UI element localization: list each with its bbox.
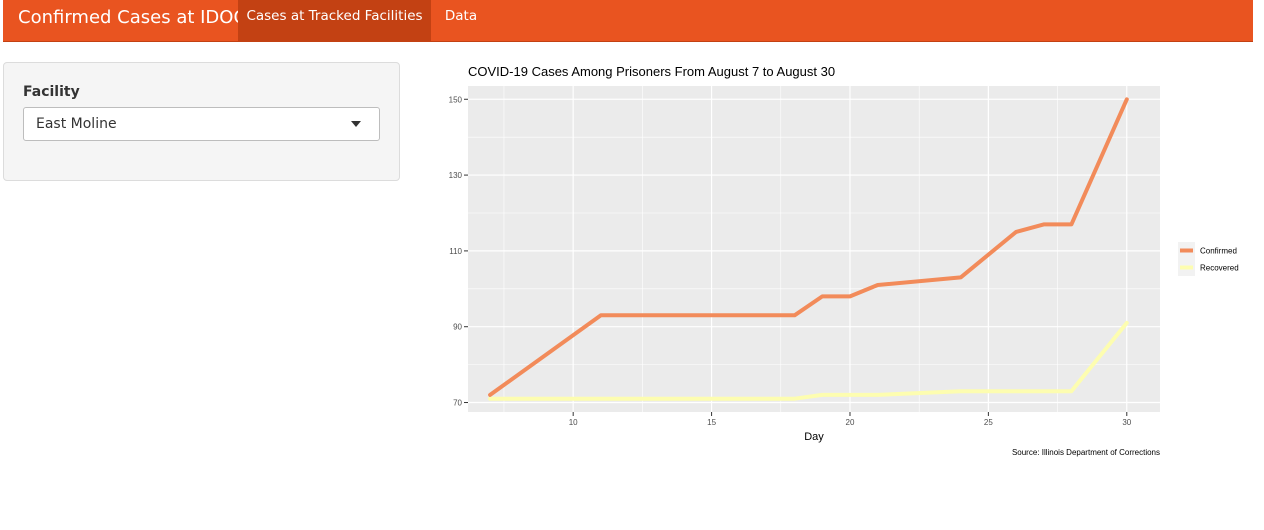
tab-data[interactable]: Data [431, 0, 491, 41]
y-tick-label: 90 [453, 323, 462, 332]
plot-panel [468, 86, 1160, 412]
y-tick-label: 150 [449, 95, 463, 104]
x-tick-label: 15 [707, 418, 716, 427]
series-line-recovered [488, 320, 1129, 401]
facility-label: Facility [23, 84, 80, 100]
tab-label: Data [444, 8, 478, 24]
cases-chart: COVID-19 Cases Among Prisoners From Augu… [440, 58, 1260, 482]
caret-down-icon [351, 121, 361, 127]
tab-label: Cases at Tracked Facilities [246, 8, 423, 24]
x-tick-label: 25 [984, 418, 993, 427]
x-tick-label: 20 [846, 418, 855, 427]
y-tick-label: 70 [453, 399, 462, 408]
legend: Confirmed Recovered [1178, 242, 1239, 276]
chart-title: COVID-19 Cases Among Prisoners From Augu… [468, 64, 835, 79]
x-axis-label: Day [804, 431, 824, 443]
tab-cases-at-tracked-facilities[interactable]: Cases at Tracked Facilities [238, 0, 431, 41]
y-tick-label: 130 [449, 171, 463, 180]
x-tick-label: 10 [569, 418, 578, 427]
navbar-brand[interactable]: Confirmed Cases at IDOC [18, 7, 247, 28]
chart-svg: COVID-19 Cases Among Prisoners From Augu… [449, 64, 1239, 457]
legend-label: Confirmed [1200, 247, 1237, 256]
series-layer [488, 97, 1129, 401]
legend-label: Recovered [1200, 264, 1239, 273]
grid-major [468, 86, 1160, 412]
grid-minor [468, 86, 1160, 412]
facility-select[interactable]: East Moline [23, 107, 380, 141]
facility-select-value: East Moline [36, 116, 117, 132]
x-tick-label: 30 [1122, 418, 1131, 427]
series-line-confirmed [488, 97, 1129, 397]
sidebar-panel: Facility East Moline [3, 62, 400, 181]
navbar: Confirmed Cases at IDOC Cases at Tracked… [3, 0, 1253, 42]
axis-layer: 10 15 20 25 30 70 90 110 130 150 [449, 95, 1132, 427]
y-tick-label: 110 [449, 247, 462, 256]
chart-caption: Source: Illinois Department of Correctio… [1012, 448, 1160, 457]
